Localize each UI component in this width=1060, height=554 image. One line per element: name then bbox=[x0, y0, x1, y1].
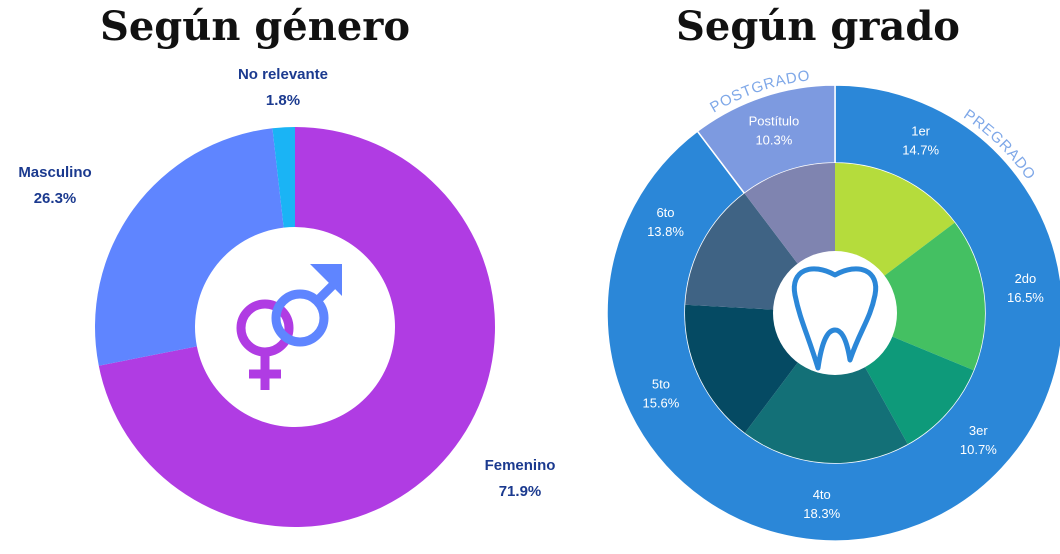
inner-ring-slice bbox=[835, 222, 985, 371]
donut-slice bbox=[272, 127, 295, 228]
value-label: 10.7% bbox=[960, 442, 997, 457]
grade-chart: PREGRADOPOSTGRADO1er14.7%2do16.5%3er10.7… bbox=[606, 67, 1060, 542]
chart-title: Según género bbox=[100, 3, 410, 50]
category-label: Masculino bbox=[18, 164, 91, 181]
value-label: 13.8% bbox=[647, 224, 684, 239]
gender-chart: Femenino 71.9% Masculino 26.3% No relevante 1… bbox=[18, 66, 555, 527]
chart-title: Según grado bbox=[676, 3, 960, 50]
donut-slice bbox=[98, 127, 496, 527]
category-label: Postítulo bbox=[749, 113, 800, 128]
value-label: 10.3% bbox=[755, 132, 792, 147]
tooth-icon bbox=[791, 266, 879, 371]
icons bbox=[236, 264, 879, 390]
value-label: 26.3% bbox=[34, 190, 77, 207]
inner-ring-slice bbox=[744, 313, 908, 463]
value-label: 18.3% bbox=[803, 506, 840, 521]
category-label: Femenino bbox=[485, 457, 556, 474]
category-label: 3er bbox=[969, 423, 988, 438]
gender-icon bbox=[236, 264, 342, 390]
donut-slice bbox=[95, 128, 284, 366]
center-hole bbox=[773, 251, 897, 375]
value-label: 1.8% bbox=[266, 92, 300, 109]
category-label: 6to bbox=[656, 205, 674, 220]
category-label: 5to bbox=[652, 376, 670, 391]
value-label: 71.9% bbox=[499, 483, 542, 500]
category-label: 2do bbox=[1015, 271, 1037, 286]
value-label: 16.5% bbox=[1007, 290, 1044, 305]
category-label: 1er bbox=[911, 124, 930, 139]
value-label: 15.6% bbox=[642, 395, 679, 410]
category-label: 4to bbox=[813, 487, 831, 502]
value-label: 14.7% bbox=[902, 143, 939, 158]
category-label: No relevante bbox=[238, 66, 328, 83]
